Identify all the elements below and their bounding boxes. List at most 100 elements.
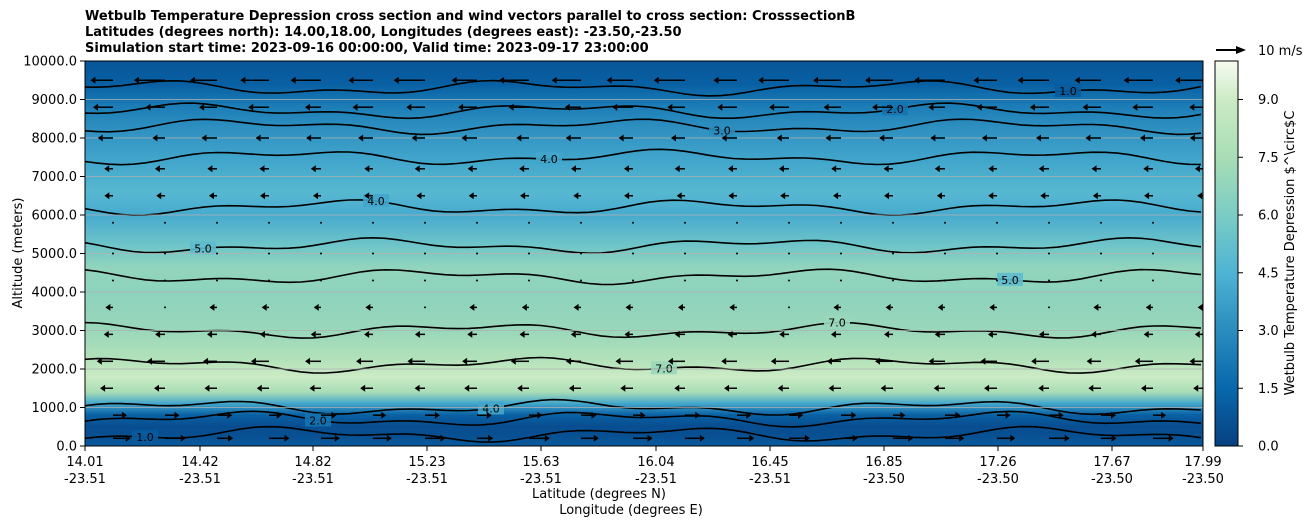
x-tick-label-lon: -23.50 xyxy=(1182,472,1224,487)
wind-vector-head xyxy=(306,134,312,142)
x-tick-label-lat: 14.01 xyxy=(66,455,103,470)
wind-vector-head xyxy=(1194,330,1200,338)
wind-vector xyxy=(1100,279,1102,282)
wind-vector xyxy=(944,279,946,282)
wind-vector-head xyxy=(510,357,516,365)
wind-vector-head xyxy=(872,103,878,111)
wind-vector-head xyxy=(358,134,364,142)
wind-vector xyxy=(736,221,738,224)
contour-line-2 xyxy=(85,398,1202,416)
wind-vector-head xyxy=(724,384,730,392)
contour-line-11 xyxy=(85,79,1202,97)
wind-vector-head xyxy=(334,434,340,442)
wind-vector-head xyxy=(1193,384,1199,392)
wind-vector xyxy=(268,221,270,224)
wind-vector-head xyxy=(1091,330,1097,338)
wind-vector xyxy=(996,252,998,255)
wind-vector-head xyxy=(959,434,965,442)
wind-vector-head xyxy=(201,134,207,142)
wind-vector xyxy=(840,221,842,224)
contour-label: 1.0 xyxy=(136,431,154,444)
x-axis-label: Latitude (degrees N) xyxy=(532,487,666,502)
wind-vector-head xyxy=(934,165,940,173)
wind-vector-head xyxy=(955,411,961,419)
wind-vector-head xyxy=(1194,165,1200,173)
colorbar-label: Wetbulb Temperature Depression $^\circ$C xyxy=(1283,111,1298,396)
wind-vector-head xyxy=(980,357,986,365)
wind-vector-head xyxy=(499,76,505,84)
y-tick-label: 3000.0 xyxy=(32,324,78,339)
wind-vector-head xyxy=(1134,357,1140,365)
wind-vector-head xyxy=(521,303,527,311)
wind-vector-head xyxy=(573,303,579,311)
x-axis: 14.01 -23.51 14.42 -23.51 14.82 -23.51 15.23 -2… xyxy=(64,446,1224,487)
wind-vector-head xyxy=(310,330,316,338)
wind-vector-head xyxy=(667,103,673,111)
wind-vector-head xyxy=(1141,384,1147,392)
wind-vector-head xyxy=(1143,165,1149,173)
wind-vector-head xyxy=(699,434,705,442)
x-tick-label-lat: 15.63 xyxy=(522,455,559,470)
x-tick-label-lon: -23.50 xyxy=(1091,472,1133,487)
wind-vector-head xyxy=(564,103,570,111)
wind-vector-head xyxy=(250,357,256,365)
wind-vector-head xyxy=(624,192,630,200)
wind-vector xyxy=(892,221,894,224)
wind-vector-head xyxy=(727,330,733,338)
wind-vector xyxy=(112,252,114,255)
wind-vector-head xyxy=(180,434,186,442)
wind-vector-head xyxy=(228,434,234,442)
wind-vector-head xyxy=(467,165,473,173)
wind-vector-head xyxy=(364,192,370,200)
contour-label-bg-10 xyxy=(882,102,908,116)
contour-label: 5.0 xyxy=(194,242,212,255)
wind-vector-head xyxy=(260,192,266,200)
wind-vector-head xyxy=(467,330,473,338)
wind-vector-head xyxy=(365,303,371,311)
wind-vector xyxy=(944,221,946,224)
wind-vector-head xyxy=(852,434,858,442)
wind-vector-head xyxy=(414,165,420,173)
wind-vector xyxy=(892,252,894,255)
wind-vector-head xyxy=(364,165,370,173)
wind-vector xyxy=(892,279,894,282)
wind-vector-head xyxy=(331,411,337,419)
wind-vector-head xyxy=(823,103,829,111)
wind-vector-head xyxy=(833,303,839,311)
wind-vector-head xyxy=(305,103,311,111)
wind-vector-head xyxy=(936,192,942,200)
colorbar-tick-label: 3.0 xyxy=(1258,324,1279,339)
wind-vector-head xyxy=(1088,384,1094,392)
wind-vector-head xyxy=(988,165,994,173)
wind-vector-head xyxy=(1036,134,1042,142)
wind-vector-head xyxy=(1005,411,1011,419)
x-tick-label-lat: 16.85 xyxy=(865,455,902,470)
contour-label-bg-9 xyxy=(709,123,735,137)
wind-vector-head xyxy=(393,76,399,84)
wind-vector-head xyxy=(416,192,422,200)
wind-vector xyxy=(736,279,738,282)
contour-line-6 xyxy=(85,236,1202,255)
wind-vector-head xyxy=(462,357,468,365)
y-tick-label: 6000.0 xyxy=(32,209,78,224)
wind-vector xyxy=(1100,221,1102,224)
wind-vector xyxy=(996,279,998,282)
wind-vector-head xyxy=(713,76,719,84)
wind-vector-head xyxy=(884,330,890,338)
wind-vector-head xyxy=(348,76,354,84)
y-axis-label: Altitude (meters) xyxy=(11,198,26,309)
wind-vector-head xyxy=(1093,303,1099,311)
wind-vector-head xyxy=(623,165,629,173)
wind-vector-head xyxy=(1197,303,1203,311)
wind-vector-head xyxy=(1197,192,1203,200)
colorbar: 0.0 1.5 3.0 4.5 6.0 7.5 9.0 Wetbulb Temperatur… xyxy=(1214,60,1298,455)
wind-vector-head xyxy=(519,165,525,173)
x-tick-label-lat: 14.42 xyxy=(181,455,218,470)
wind-vector-head xyxy=(407,357,413,365)
wind-vector xyxy=(1152,252,1154,255)
wind-vector-head xyxy=(928,357,934,365)
wind-vector-head xyxy=(259,165,265,173)
wind-vector-head xyxy=(570,330,576,338)
wind-vector-head xyxy=(813,76,819,84)
contour-label-bg-7 xyxy=(363,194,389,208)
